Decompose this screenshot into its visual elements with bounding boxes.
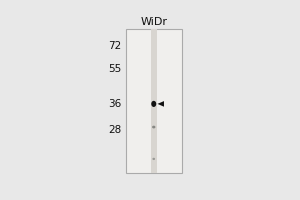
Text: 28: 28 bbox=[108, 125, 121, 135]
Text: 72: 72 bbox=[108, 41, 121, 51]
Text: WiDr: WiDr bbox=[140, 17, 167, 27]
Ellipse shape bbox=[152, 158, 155, 160]
Ellipse shape bbox=[151, 101, 156, 107]
Text: 55: 55 bbox=[108, 64, 121, 74]
Polygon shape bbox=[158, 101, 164, 107]
Ellipse shape bbox=[152, 126, 155, 128]
Bar bbox=[126, 29, 182, 173]
Bar bbox=[151, 29, 157, 173]
Text: 36: 36 bbox=[108, 99, 121, 109]
